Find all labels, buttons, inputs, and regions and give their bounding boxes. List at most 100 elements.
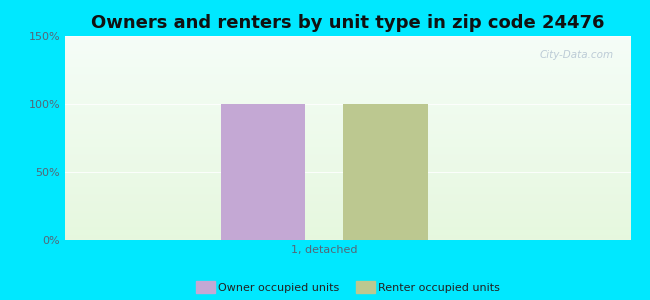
Bar [65, 183, 630, 184]
Bar [65, 229, 630, 230]
Bar [65, 130, 630, 131]
Bar [65, 180, 630, 181]
Bar [65, 207, 630, 208]
Bar [65, 221, 630, 222]
Bar [65, 181, 630, 182]
Bar [65, 238, 630, 239]
Bar [65, 188, 630, 189]
Bar [65, 77, 630, 78]
Bar [65, 52, 630, 53]
Bar [65, 98, 630, 99]
Bar [65, 79, 630, 80]
Bar [65, 94, 630, 95]
Bar [65, 165, 630, 166]
Bar [220, 104, 306, 240]
Bar [65, 44, 630, 45]
Bar [65, 200, 630, 201]
Bar [65, 123, 630, 124]
Bar [65, 224, 630, 225]
Bar [65, 87, 630, 88]
Bar [65, 148, 630, 149]
Bar [65, 169, 630, 170]
Bar [65, 145, 630, 146]
Bar [65, 199, 630, 200]
Bar [65, 227, 630, 228]
Bar [65, 159, 630, 160]
Bar [65, 163, 630, 164]
Bar [65, 95, 630, 96]
Bar [65, 167, 630, 168]
Bar [65, 144, 630, 145]
Bar [65, 206, 630, 207]
Bar [65, 38, 630, 39]
Bar [65, 54, 630, 55]
Bar [65, 140, 630, 141]
Bar [65, 62, 630, 63]
Bar [65, 66, 630, 67]
Bar [65, 116, 630, 117]
Bar [65, 113, 630, 114]
Bar [65, 131, 630, 132]
Bar [65, 43, 630, 44]
Bar [65, 216, 630, 217]
Bar [65, 174, 630, 175]
Bar [65, 133, 630, 134]
Bar [65, 115, 630, 116]
Bar [65, 175, 630, 176]
Bar [65, 63, 630, 64]
Bar [65, 198, 630, 199]
Bar [65, 117, 630, 118]
Bar [65, 69, 630, 70]
Bar [65, 80, 630, 81]
Bar [65, 234, 630, 235]
Bar [65, 191, 630, 192]
Bar [65, 153, 630, 154]
Bar [65, 60, 630, 61]
Bar [65, 177, 630, 178]
Legend: Owner occupied units, Renter occupied units: Owner occupied units, Renter occupied un… [191, 278, 504, 298]
Bar [65, 57, 630, 58]
Bar [65, 100, 630, 101]
Bar [65, 128, 630, 129]
Bar [65, 108, 630, 109]
Bar [65, 125, 630, 126]
Bar [65, 82, 630, 83]
Bar [65, 86, 630, 87]
Bar [65, 129, 630, 130]
Bar [65, 119, 630, 120]
Bar [65, 203, 630, 204]
Bar [65, 136, 630, 137]
Bar [65, 51, 630, 52]
Bar [65, 187, 630, 188]
Title: Owners and renters by unit type in zip code 24476: Owners and renters by unit type in zip c… [91, 14, 604, 32]
Bar [65, 209, 630, 210]
Bar [65, 151, 630, 152]
Bar [65, 90, 630, 91]
Bar [65, 132, 630, 133]
Bar [65, 171, 630, 172]
Bar [65, 85, 630, 86]
Bar [65, 122, 630, 123]
Bar [343, 104, 428, 240]
Bar [65, 195, 630, 196]
Bar [65, 194, 630, 195]
Bar [65, 39, 630, 40]
Bar [65, 84, 630, 85]
Bar [65, 196, 630, 197]
Bar [65, 124, 630, 125]
Bar [65, 205, 630, 206]
Bar [65, 192, 630, 193]
Bar [65, 88, 630, 89]
Text: City-Data.com: City-Data.com [540, 50, 614, 60]
Bar [65, 239, 630, 240]
Bar [65, 150, 630, 151]
Bar [65, 236, 630, 237]
Bar [65, 201, 630, 202]
Bar [65, 215, 630, 216]
Bar [65, 212, 630, 213]
Bar [65, 226, 630, 227]
Bar [65, 53, 630, 54]
Bar [65, 170, 630, 171]
Bar [65, 93, 630, 94]
Bar [65, 120, 630, 121]
